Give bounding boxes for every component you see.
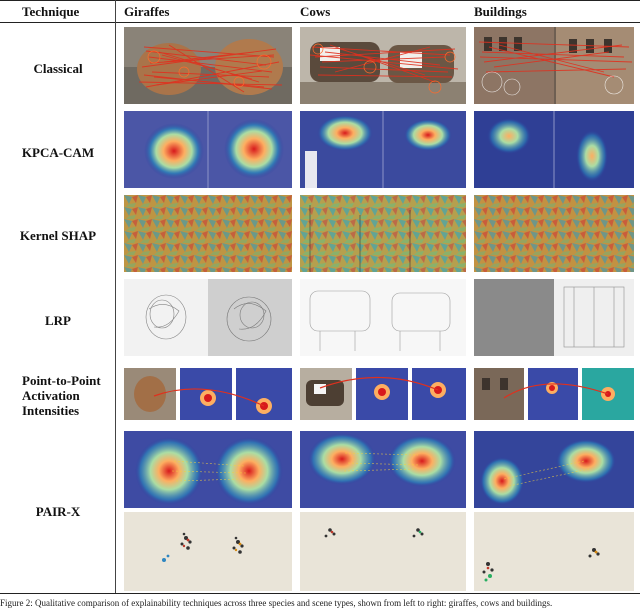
header-technique: Technique (22, 4, 80, 19)
pair-x-giraffes-points (124, 512, 292, 591)
p2p-giraffes-image (124, 368, 292, 420)
row-label-classical: Classical (33, 61, 83, 76)
pair-x-buildings-heatmap (474, 431, 634, 508)
header-bottom-rule (0, 22, 640, 23)
lrp-buildings-image (474, 279, 634, 356)
classical-buildings-image (474, 27, 634, 104)
row-label-kernel-shap: Kernel SHAP (19, 228, 97, 243)
header-giraffes: Giraffes (124, 4, 170, 19)
row-label-p2p: Point-to-Point Activation Intensities (22, 373, 101, 418)
figure-caption: Figure 2: Qualitative comparison of expl… (0, 598, 553, 608)
p2p-cows-image (300, 368, 466, 420)
label-column-divider (115, 0, 116, 593)
classical-cows-image (300, 27, 466, 104)
table-bottom-rule (0, 593, 640, 594)
table-top-rule (0, 0, 640, 1)
classical-giraffes-image (124, 27, 292, 104)
row-label-lrp: LRP (45, 313, 71, 328)
pair-x-buildings-points (474, 512, 634, 591)
lrp-cows-image (300, 279, 466, 356)
lrp-giraffes-image (124, 279, 292, 356)
pair-x-cows-heatmap (300, 431, 466, 508)
header-buildings: Buildings (474, 4, 527, 19)
row-label-pair-x: PAIR-X (35, 504, 81, 519)
header-cows: Cows (300, 4, 331, 19)
pair-x-giraffes-heatmap (124, 431, 292, 508)
kpca-cam-buildings-image (474, 111, 634, 188)
pair-x-cows-points (300, 512, 466, 591)
kernel-shap-giraffes-image (124, 195, 292, 272)
kernel-shap-cows-image (300, 195, 466, 272)
kernel-shap-buildings-image (474, 195, 634, 272)
kpca-cam-cows-image (300, 111, 466, 188)
row-label-kpca-cam: KPCA-CAM (21, 145, 95, 160)
kpca-cam-giraffes-image (124, 111, 292, 188)
p2p-buildings-image (474, 368, 634, 420)
